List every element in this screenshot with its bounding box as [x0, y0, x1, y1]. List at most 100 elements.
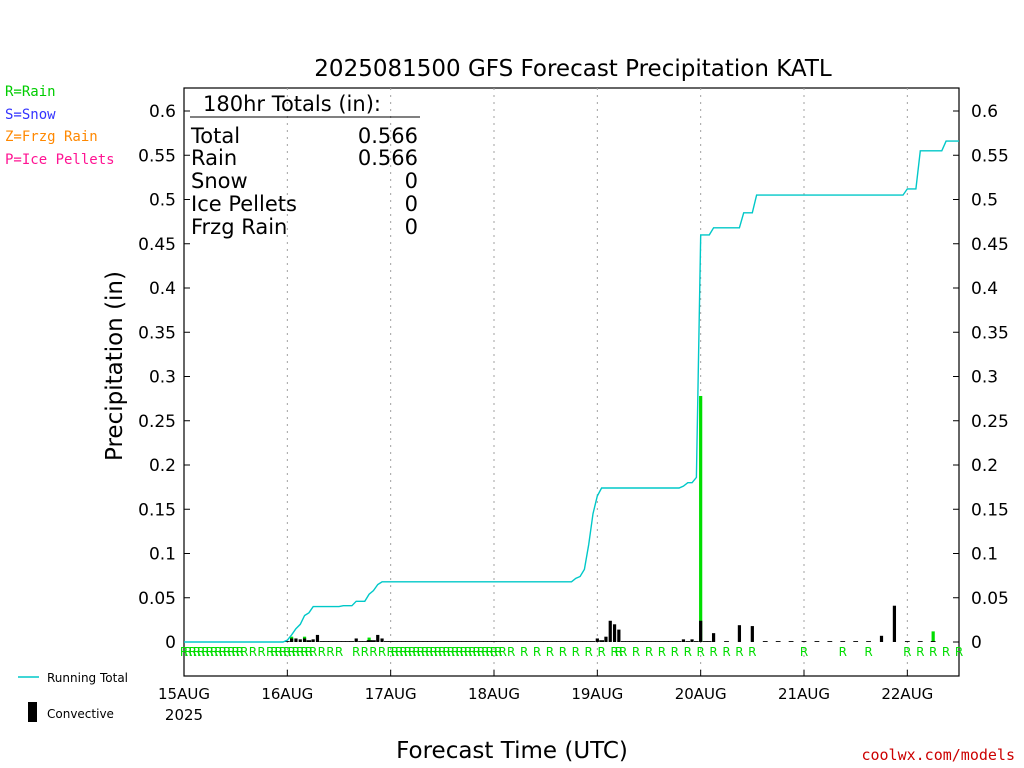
convective-bar [724, 641, 729, 642]
convective-bar [655, 641, 661, 642]
convective-bar [892, 605, 897, 642]
ptype-marker: R [610, 645, 618, 659]
x-tick-label: 17AUG [365, 685, 417, 703]
y-tick-label: 0.1 [149, 545, 176, 565]
convective-bar [396, 641, 402, 642]
totals-header: 180hr Totals (in): [203, 92, 381, 116]
ptype-marker: R [391, 645, 399, 659]
convective-bar [302, 638, 307, 642]
convective-bar [340, 641, 346, 642]
series-legend: Running Total Convective [18, 671, 128, 722]
convective-bar [435, 641, 441, 642]
ptype-marker: R [839, 645, 847, 659]
convective-bar [319, 641, 325, 642]
y-axis-label: Precipitation (in) [102, 271, 128, 461]
convective-bar [788, 641, 794, 642]
x-axis: 15AUG 2025 16AUG 17AUG 18AUG 19AUG 20AUG 21AUG 2… [158, 670, 933, 724]
ptype-marker: R [464, 645, 472, 659]
y-tick-label-right: 0.35 [971, 323, 1009, 343]
convective-bar [604, 636, 608, 642]
convective-bar [306, 640, 312, 642]
convective-bar [383, 641, 389, 642]
convective-bar [556, 641, 561, 642]
convective-bar [478, 641, 484, 642]
ptype-marker: R [546, 645, 554, 659]
ptype-marker: R [257, 645, 265, 659]
ptype-marker: R [227, 645, 235, 659]
y-tick-label: 0.25 [138, 412, 176, 432]
convective-bar [672, 641, 678, 642]
ptype-marker: R [468, 645, 476, 659]
ptype-marker: R [240, 645, 248, 659]
convective-bar [526, 641, 531, 642]
y-tick-label-right: 0.1 [971, 545, 998, 565]
convective-bar [491, 641, 497, 642]
totals-label-snow: Snow [191, 169, 248, 193]
convective-bar [663, 641, 669, 642]
convective-bar [879, 635, 884, 642]
convective-bar [427, 641, 432, 642]
ptype-marker: R [404, 645, 412, 659]
convective-legend-label: Convective [47, 707, 114, 721]
convective-bar [699, 620, 703, 642]
convective-bar [530, 641, 536, 642]
convective-bar [500, 641, 506, 642]
ptype-marker: R [296, 645, 304, 659]
ptype-marker: R [287, 645, 295, 659]
convective-bar [380, 638, 384, 642]
grid-layer [286, 88, 908, 676]
ptype-marker: R [326, 645, 334, 659]
totals-label-rain: Rain [191, 146, 237, 170]
rain-bar [931, 631, 935, 642]
y-tick-label: 0.6 [149, 102, 176, 122]
convective-bar [866, 641, 871, 642]
ptype-marker: R [408, 645, 416, 659]
totals-value-rain: 0.566 [358, 146, 418, 170]
ptype-marker: R [197, 645, 205, 659]
convective-bar [904, 641, 910, 642]
convective-bar [371, 640, 376, 642]
ptype-marker: R [916, 645, 924, 659]
convective-bar [560, 641, 566, 642]
ptype-marker: R [447, 645, 455, 659]
y-tick-label: 0.05 [138, 589, 176, 609]
ptype-marker: R [490, 645, 498, 659]
bar-series [284, 395, 936, 642]
convective-bar [853, 641, 859, 642]
convective-bar [569, 641, 574, 642]
convective-bar [775, 641, 781, 642]
ptype-marker: R [386, 645, 394, 659]
ptype-marker: R [619, 645, 627, 659]
convective-bar [551, 641, 557, 642]
ptype-marker: R [300, 645, 308, 659]
ptype-marker: R [412, 645, 420, 659]
ptype-marker: R [684, 645, 692, 659]
y-tick-label: 0.45 [138, 235, 176, 255]
ptype-marker: R [709, 645, 717, 659]
convective-bar [354, 638, 358, 642]
convective-bar [439, 641, 445, 642]
convective-bar [294, 638, 298, 642]
x-tick-label: 20AUG [675, 685, 727, 703]
running-total-legend-label: Running Total [47, 671, 128, 685]
convective-bar [323, 641, 329, 642]
ptype-marker: R [210, 645, 218, 659]
ptype-marker: R [597, 645, 605, 659]
ptype-marker: R [615, 645, 623, 659]
ptype-marker: R [671, 645, 679, 659]
ptype-marker: R [270, 645, 278, 659]
convective-bar [431, 641, 437, 642]
ptype-marker: R [335, 645, 343, 659]
convective-bar [534, 641, 540, 642]
ptype-marker: R [632, 645, 640, 659]
convective-bar [298, 639, 302, 642]
ptype-legend-ice-pellets: P=Ice Pellets [5, 152, 115, 168]
convective-bar [495, 641, 501, 642]
x-tick-label: 22AUG [881, 685, 933, 703]
ptype-marker: R [507, 645, 515, 659]
running-total-line [184, 140, 959, 643]
y-tick-label: 0.5 [149, 191, 176, 211]
convective-bar [646, 641, 652, 642]
